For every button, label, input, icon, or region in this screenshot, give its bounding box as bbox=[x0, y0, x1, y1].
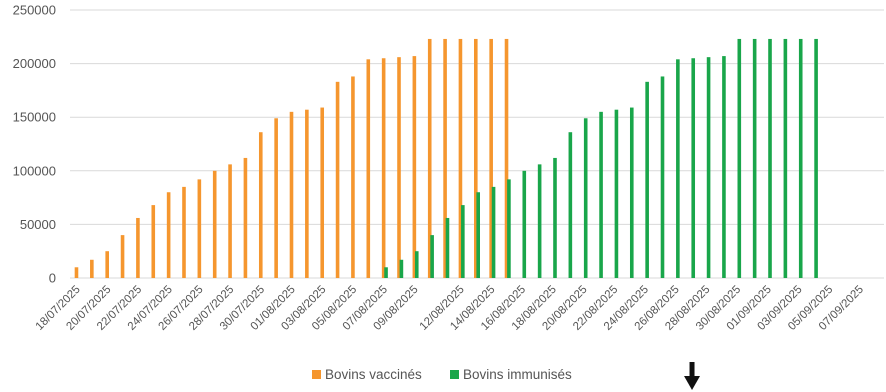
y-tick-label: 50000 bbox=[20, 217, 56, 232]
bar-vaccines-20-07-2025 bbox=[105, 251, 109, 278]
bar-immunized-26-08-2025 bbox=[676, 59, 680, 279]
bar-vaccines-27-07-2025 bbox=[212, 170, 217, 278]
bar-immunized-21-08-2025 bbox=[599, 111, 603, 278]
bar-vaccines-25-07-2025 bbox=[182, 186, 186, 278]
bar-vaccines-04-08-2025 bbox=[335, 81, 340, 278]
bar-vaccines-10-08-2025 bbox=[427, 38, 432, 278]
bar-immunized-29-08-2025 bbox=[722, 56, 726, 278]
bar-vaccines-31-07-2025 bbox=[274, 118, 278, 278]
bar-immunized-28-08-2025 bbox=[706, 57, 711, 278]
bar-vaccines-30-07-2025 bbox=[258, 132, 263, 278]
down-arrow-icon bbox=[684, 362, 701, 390]
bar-immunized-24-08-2025 bbox=[645, 81, 649, 278]
bar-vaccines-22-07-2025 bbox=[136, 217, 140, 278]
bar-vaccines-07-08-2025 bbox=[381, 58, 386, 278]
y-tick-label: 0 bbox=[49, 271, 56, 286]
bar-immunized-03-09-2025 bbox=[798, 38, 803, 278]
legend-label-immunized: Bovins immunisés bbox=[463, 367, 572, 382]
bar-vaccines-29-07-2025 bbox=[243, 157, 248, 278]
bar-vaccines-02-08-2025 bbox=[305, 109, 309, 278]
bar-vaccines-26-07-2025 bbox=[197, 179, 202, 278]
y-tick-label: 250000 bbox=[13, 3, 56, 18]
bar-immunized-01-09-2025 bbox=[768, 38, 772, 278]
y-axis-ticks: 0 50000 100000 150000 200000 250000 bbox=[13, 3, 56, 286]
bar-vaccines-09-08-2025 bbox=[412, 56, 417, 278]
bar-vaccines-21-07-2025 bbox=[120, 235, 125, 278]
bar-immunized-11-08-2025 bbox=[445, 217, 450, 278]
arrow-head bbox=[684, 376, 701, 390]
bar-immunized-02-09-2025 bbox=[783, 38, 788, 278]
legend-label-vaccines: Bovins vaccinés bbox=[325, 367, 422, 382]
bar-vaccines-19-07-2025 bbox=[90, 259, 94, 278]
bar-vaccines-12-08-2025 bbox=[458, 38, 463, 278]
bar-immunized-30-08-2025 bbox=[737, 38, 742, 278]
bar-vaccines-13-08-2025 bbox=[474, 38, 478, 278]
bar-vaccines-05-08-2025 bbox=[351, 76, 355, 279]
bar-immunized-17-08-2025 bbox=[537, 164, 542, 278]
bar-immunized-16-08-2025 bbox=[522, 170, 527, 278]
legend-swatch-vaccines bbox=[312, 370, 321, 379]
bar-immunized-19-08-2025 bbox=[568, 132, 573, 278]
bar-vaccines-11-08-2025 bbox=[443, 38, 447, 278]
bar-vaccines-06-08-2025 bbox=[366, 59, 371, 279]
bar-vaccines-18-07-2025 bbox=[74, 267, 79, 278]
legend-swatch-immunized bbox=[450, 370, 459, 379]
y-tick-label: 100000 bbox=[13, 163, 56, 178]
bar-immunized-25-08-2025 bbox=[660, 76, 665, 279]
legend: Bovins vaccinés Bovins immunisés bbox=[312, 367, 572, 382]
bar-vaccines-01-08-2025 bbox=[289, 111, 294, 278]
bar-vaccines-28-07-2025 bbox=[228, 164, 232, 278]
bar-immunized-18-08-2025 bbox=[553, 157, 557, 278]
bar-immunized-31-08-2025 bbox=[752, 38, 757, 278]
bar-immunized-08-08-2025 bbox=[399, 259, 404, 278]
bar-immunized-20-08-2025 bbox=[583, 118, 588, 278]
bar-vaccines-14-08-2025 bbox=[489, 38, 493, 278]
bar-vaccines-24-07-2025 bbox=[166, 192, 171, 278]
x-axis-ticks: 18/07/202520/07/202522/07/202524/07/2025… bbox=[34, 284, 866, 333]
bar-immunized-10-08-2025 bbox=[430, 235, 434, 278]
y-tick-label: 150000 bbox=[13, 110, 56, 125]
bar-vaccines-15-08-2025 bbox=[504, 38, 509, 278]
bar-immunized-22-08-2025 bbox=[614, 109, 619, 278]
bar-immunized-09-08-2025 bbox=[414, 251, 419, 278]
bar-immunized-15-08-2025 bbox=[507, 179, 511, 278]
bar-vaccines-03-08-2025 bbox=[320, 107, 325, 278]
bar-vaccines-23-07-2025 bbox=[151, 205, 156, 278]
bar-immunized-27-08-2025 bbox=[691, 58, 696, 278]
bar-immunized-07-08-2025 bbox=[384, 267, 388, 278]
bar-immunized-04-09-2025 bbox=[814, 38, 818, 278]
arrow-shaft bbox=[689, 362, 695, 378]
bar-vaccines-08-08-2025 bbox=[397, 57, 401, 278]
y-tick-label: 200000 bbox=[13, 56, 56, 71]
bar-immunized-13-08-2025 bbox=[476, 192, 480, 278]
bar-immunized-14-08-2025 bbox=[491, 186, 496, 278]
bar-immunized-12-08-2025 bbox=[461, 205, 465, 278]
bars bbox=[74, 38, 818, 279]
bar-immunized-23-08-2025 bbox=[629, 107, 634, 278]
